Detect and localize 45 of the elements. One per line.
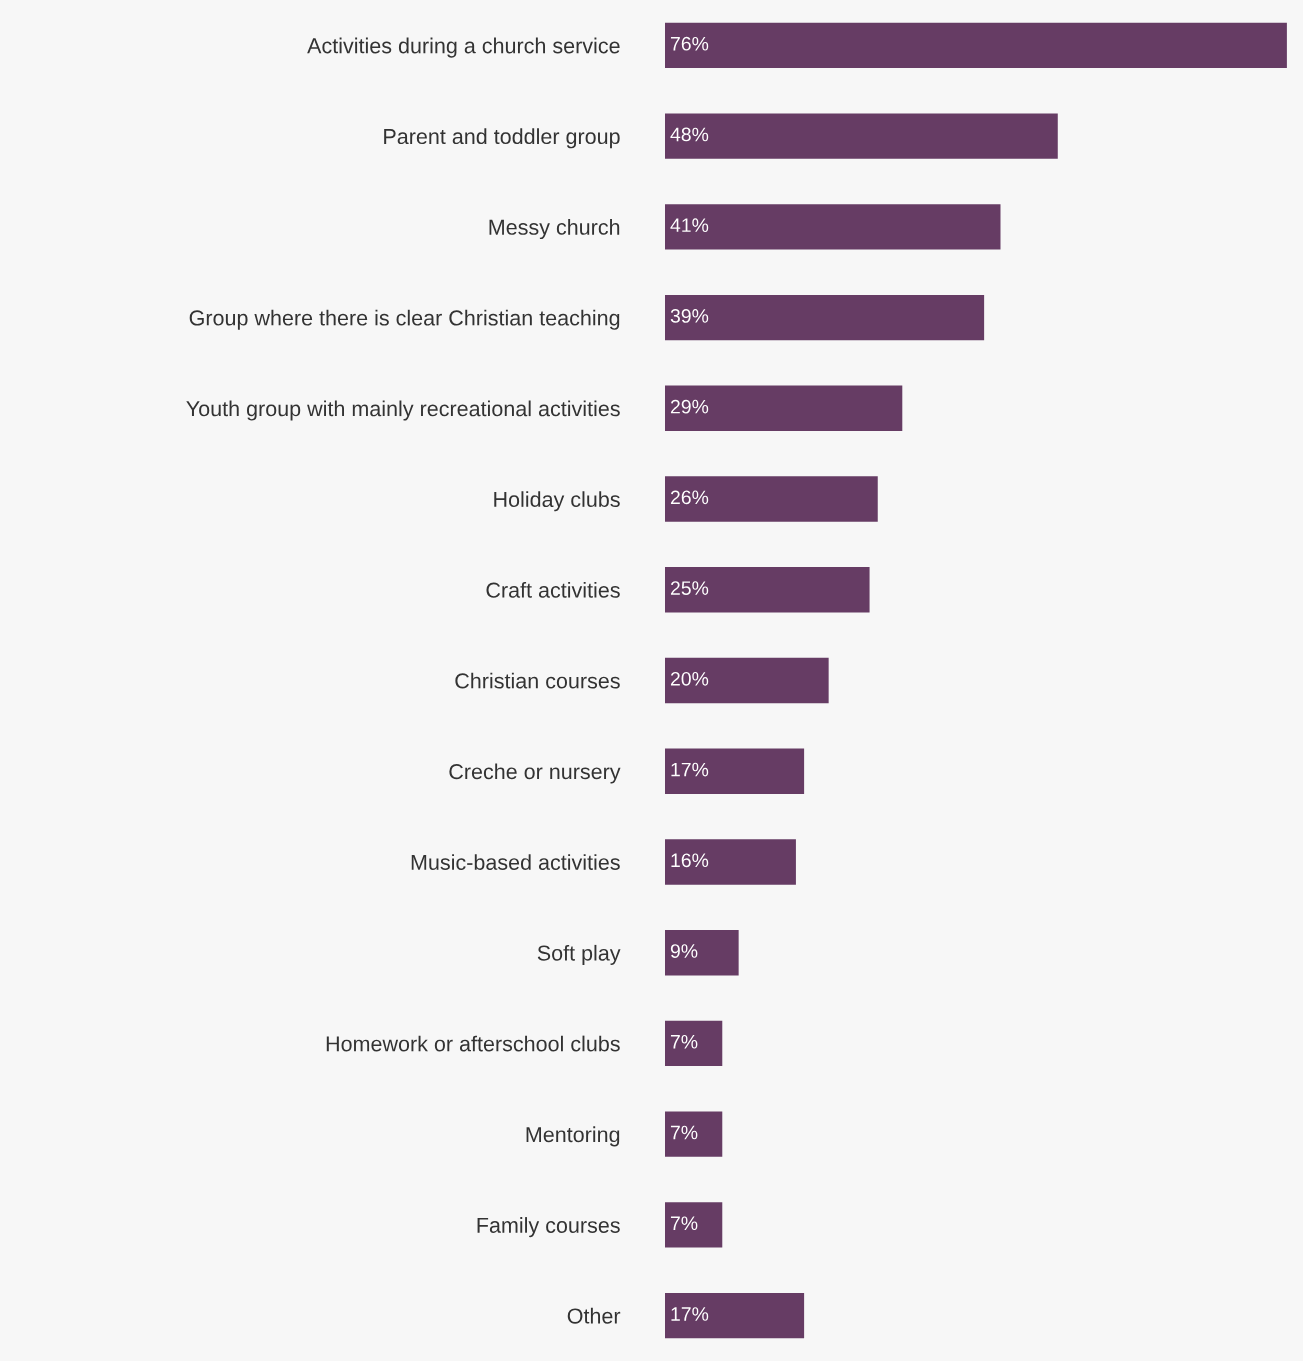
bar xyxy=(665,294,985,341)
data-label: 25% xyxy=(670,581,709,595)
bar xyxy=(665,839,796,885)
data-label: 39% xyxy=(670,309,709,323)
y-tick-label: Craft activities xyxy=(486,581,620,598)
y-tick-label: Christian courses xyxy=(455,672,620,689)
bar xyxy=(665,113,1058,159)
bar xyxy=(665,1292,805,1339)
y-tick-label: Family courses xyxy=(477,1217,620,1238)
bar xyxy=(665,567,870,613)
y-tick-label: Creche or nursery xyxy=(449,763,621,784)
data-label: 16% xyxy=(671,853,709,868)
bar xyxy=(665,476,878,522)
bar xyxy=(665,22,1287,69)
y-tick-label: Parent and toddler group xyxy=(384,128,620,149)
data-label: 48% xyxy=(670,127,709,142)
y-tick-label: Messy church xyxy=(489,219,620,240)
y-tick-label: Other xyxy=(567,1307,621,1324)
data-label: 26% xyxy=(670,490,709,505)
data-label: 7% xyxy=(670,1034,698,1049)
data-label: 17% xyxy=(671,1307,709,1321)
y-tick-label: Homework or afterschool clubs xyxy=(326,1035,620,1052)
data-label: 76% xyxy=(670,36,709,51)
y-tick-label: Holiday clubs xyxy=(494,491,620,512)
bar xyxy=(665,930,739,976)
y-tick-label: Music-based activities xyxy=(411,854,620,870)
data-label: 7% xyxy=(670,1125,698,1140)
y-tick-label: Soft play xyxy=(537,944,621,965)
bar xyxy=(665,1202,723,1248)
y-tick-label: Group where there is clear Christian teaching xyxy=(189,309,620,330)
bar xyxy=(665,657,829,704)
bar xyxy=(665,1111,723,1157)
data-label: 29% xyxy=(670,399,709,414)
data-label: 41% xyxy=(670,218,709,232)
bar xyxy=(665,748,805,794)
data-label: 9% xyxy=(670,944,698,958)
data-label: 20% xyxy=(670,671,709,686)
y-tick-label: Mentoring xyxy=(526,1126,620,1147)
bar xyxy=(665,204,1001,250)
y-tick-label: Activities during a church service xyxy=(307,37,620,58)
bar xyxy=(665,1020,723,1067)
data-label: 17% xyxy=(671,762,709,777)
bar xyxy=(665,385,903,431)
data-label: 7% xyxy=(670,1216,698,1231)
y-tick-label: Youth group with mainly recreational activities xyxy=(186,400,620,421)
